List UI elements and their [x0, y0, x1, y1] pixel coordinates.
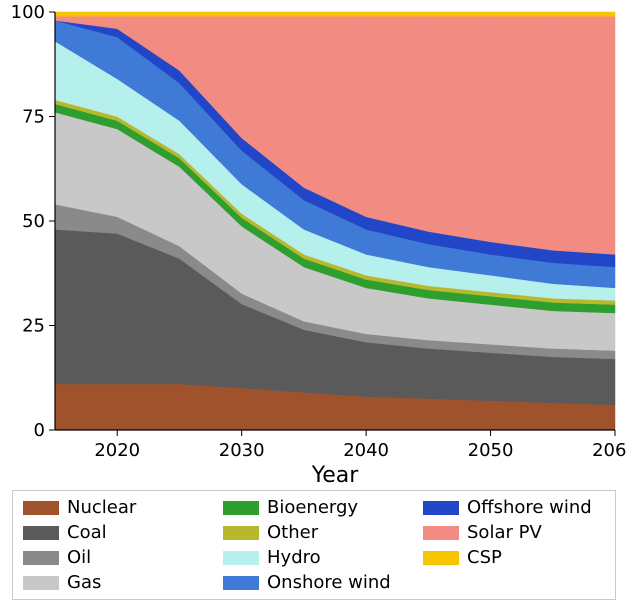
y-tick-label: 0: [34, 420, 45, 441]
legend: Nuclear Bioenergy Offshore wind Coal Other So…: [12, 490, 616, 600]
legend-swatch: [23, 501, 59, 515]
y-tick-label: 50: [22, 211, 45, 232]
legend-item-other: Other: [223, 522, 405, 543]
legend-swatch: [23, 551, 59, 565]
legend-swatch: [223, 501, 259, 515]
legend-swatch: [423, 551, 459, 565]
legend-label: CSP: [467, 547, 502, 568]
x-tick-label: 2030: [219, 440, 265, 461]
legend-item-csp: CSP: [423, 547, 605, 568]
x-tick-label: 2060: [592, 440, 627, 461]
legend-item-solar-pv: Solar PV: [423, 522, 605, 543]
legend-swatch: [23, 526, 59, 540]
legend-item-bioenergy: Bioenergy: [223, 497, 405, 518]
legend-label: Solar PV: [467, 522, 542, 543]
legend-item-oil: Oil: [23, 547, 205, 568]
legend-swatch: [223, 576, 259, 590]
legend-label: Coal: [67, 522, 107, 543]
x-tick-label: 2040: [343, 440, 389, 461]
legend-label: Hydro: [267, 547, 321, 568]
legend-swatch: [423, 501, 459, 515]
legend-swatch: [423, 526, 459, 540]
x-tick-label: 2020: [94, 440, 140, 461]
areas: [55, 12, 615, 430]
legend-item-hydro: Hydro: [223, 547, 405, 568]
legend-item-nuclear: Nuclear: [23, 497, 205, 518]
legend-swatch: [223, 526, 259, 540]
legend-item-coal: Coal: [23, 522, 205, 543]
x-axis-title: Year: [311, 463, 360, 488]
legend-item-offshore-wind: Offshore wind: [423, 497, 605, 518]
legend-label: Other: [267, 522, 318, 543]
x-tick-label: 2050: [468, 440, 514, 461]
y-tick-label: 75: [22, 107, 45, 128]
area-csp: [55, 12, 615, 16]
legend-label: Offshore wind: [467, 497, 592, 518]
legend-label: Bioenergy: [267, 497, 358, 518]
legend-item-onshore-wind: Onshore wind: [223, 572, 405, 593]
legend-item-gas: Gas: [23, 572, 205, 593]
legend-label: Gas: [67, 572, 101, 593]
legend-swatch: [23, 576, 59, 590]
legend-swatch: [223, 551, 259, 565]
y-tick-label: 100: [11, 2, 45, 23]
legend-label: Onshore wind: [267, 572, 391, 593]
legend-label: Nuclear: [67, 497, 136, 518]
chart-container: 0 25 50 75 100 2020 2030 2040 2050 2060 Year Nucle…: [0, 0, 627, 600]
legend-label: Oil: [67, 547, 91, 568]
y-tick-label: 25: [22, 316, 45, 337]
